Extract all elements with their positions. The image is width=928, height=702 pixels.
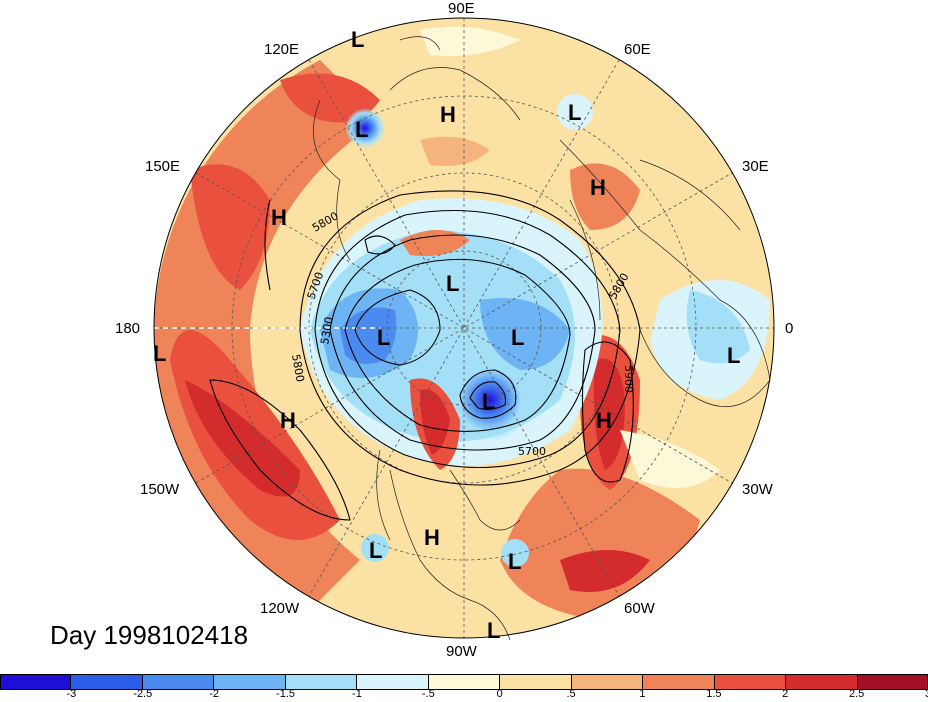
- colorbar-swatch: [714, 674, 787, 690]
- map-boundary: [153, 17, 775, 639]
- pressure-center: H: [596, 408, 612, 433]
- colorbar-swatch: [214, 674, 286, 690]
- colorbar-tick-label: 2.5: [848, 688, 865, 700]
- height-contours: [209, 190, 641, 521]
- contour-label: 5900: [622, 365, 635, 393]
- pressure-center: L: [351, 27, 365, 52]
- pressure-center: H: [424, 525, 440, 550]
- colorbar-tick-label: -2.5: [133, 688, 153, 700]
- colorbar-tick-label: 2: [782, 688, 789, 700]
- lon-label-90w: 90W: [446, 643, 477, 660]
- colorbar-swatch: [571, 674, 644, 690]
- lon-label-60w: 60W: [624, 600, 655, 617]
- colorbar-tick-label: 0: [496, 688, 503, 700]
- colorbar-tick-label: .5: [566, 688, 576, 700]
- pressure-center: H: [440, 102, 456, 127]
- colorbar-tick-label: -2: [209, 688, 220, 700]
- colorbar-swatch: [285, 674, 358, 690]
- contour-label: 5300: [318, 316, 336, 346]
- colorbar: [0, 674, 928, 690]
- pressure-center: H: [271, 205, 287, 230]
- lon-label-120e: 120E: [264, 41, 300, 58]
- colorbar-tick-label: 1: [639, 688, 646, 700]
- pressure-center: L: [446, 271, 460, 296]
- pressure-center: L: [355, 117, 369, 142]
- lon-label-150w: 150W: [140, 481, 180, 498]
- colorbar-swatch: [142, 674, 215, 690]
- colorbar-swatch: [71, 674, 143, 690]
- pressure-center: L: [568, 100, 582, 125]
- colorbar-tick-label: -.5: [421, 688, 435, 700]
- pressure-center: H: [280, 408, 296, 433]
- colorbar-swatch: [643, 674, 715, 690]
- colorbar-swatch: [0, 674, 72, 690]
- colorbar-swatch: [857, 674, 928, 690]
- contour-label: 5800: [289, 353, 307, 383]
- colorbar-tick-label: -1.5: [276, 688, 296, 700]
- colorbar-tick-label: -3: [66, 688, 77, 700]
- lon-label-0: 0: [785, 320, 794, 337]
- pressure-center: L: [377, 325, 391, 350]
- colorbar-swatch: [500, 674, 572, 690]
- colorbar-tick-label: -1: [352, 688, 362, 700]
- contour-label: 5700: [518, 445, 546, 458]
- pressure-center: L: [153, 341, 167, 366]
- pressure-center: L: [508, 549, 522, 574]
- lon-label-120w: 120W: [260, 600, 300, 617]
- pressure-center: L: [727, 343, 741, 368]
- lon-label-30w: 30W: [742, 481, 773, 498]
- pressure-center: L: [487, 618, 501, 643]
- colorbar-swatch: [786, 674, 858, 690]
- lon-label-60e: 60E: [624, 41, 651, 58]
- anomaly-field: [154, 18, 774, 638]
- coastlines: [313, 36, 771, 641]
- lon-label-150e: 150E: [145, 158, 181, 175]
- lon-label-180: 180: [115, 320, 141, 337]
- colorbar-tick-label: 1.5: [706, 688, 722, 700]
- lon-label-90e: 90E: [448, 0, 475, 17]
- pressure-center: L: [511, 325, 525, 350]
- lon-label-30e: 30E: [742, 158, 769, 175]
- pressure-center: H: [590, 175, 606, 200]
- colorbar-tick-label: 3: [925, 688, 928, 700]
- plot-title: Day 1998102418: [50, 620, 249, 650]
- colorbar-swatch: [428, 674, 501, 690]
- pressure-center: L: [369, 538, 383, 563]
- colorbar-swatch: [357, 674, 429, 690]
- pressure-center: L: [482, 389, 496, 414]
